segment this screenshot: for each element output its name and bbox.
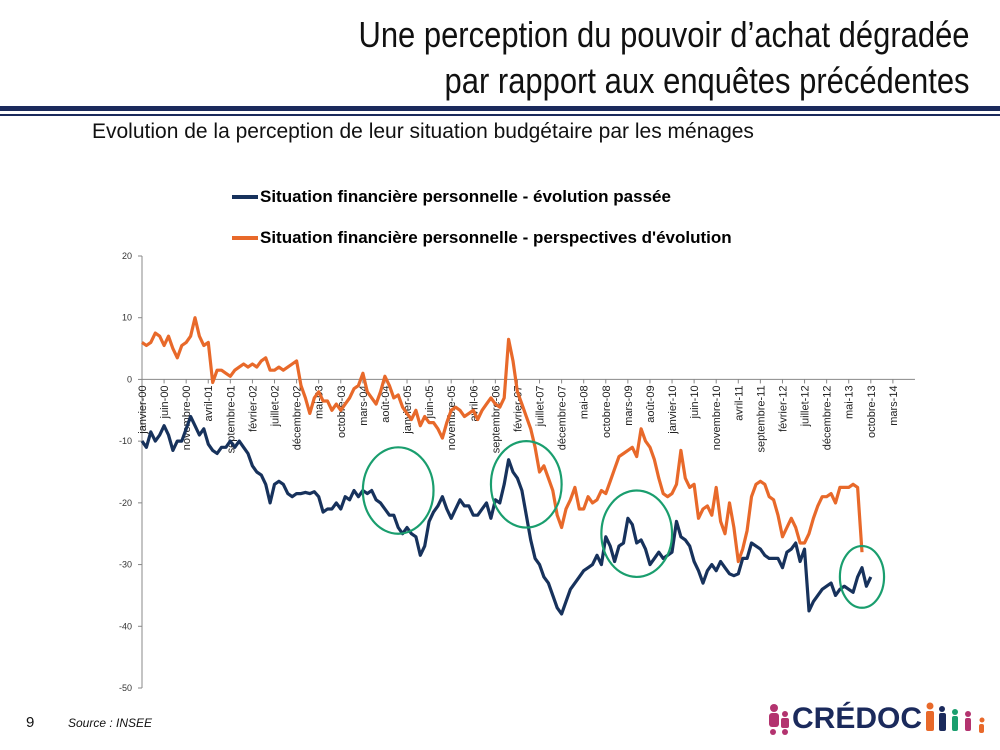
slide-subtitle: Evolution de la perception de leur situa… — [92, 120, 754, 143]
x-tick-label: juin-10 — [689, 385, 701, 419]
series-line-past — [140, 414, 873, 616]
x-tick-label: juillet-07 — [535, 385, 547, 427]
x-tick-label: novembre-10 — [711, 385, 723, 450]
x-tick-label: mars-09 — [623, 385, 635, 425]
x-tick-label: juillet-12 — [800, 385, 812, 427]
x-tick-label: mars-04 — [358, 385, 370, 425]
x-tick-label: décembre-02 — [292, 385, 304, 450]
x-tick-label: janvier-05 — [402, 385, 414, 434]
y-tick-label: -40 — [119, 621, 132, 631]
legend-label-past: Situation financière personnelle - évolu… — [260, 187, 671, 206]
x-tick-label: mai-13 — [844, 385, 856, 419]
y-tick-label: -50 — [119, 683, 132, 693]
page-number: 9 — [26, 714, 35, 731]
x-tick-label: octobre-13 — [866, 385, 878, 438]
x-tick-label: janvier-00 — [137, 385, 149, 434]
highlight-circle-3 — [600, 489, 674, 579]
legend-swatch-outlook — [232, 236, 258, 240]
y-tick-label: 0 — [127, 374, 132, 384]
x-tick-label: avril-11 — [733, 385, 745, 420]
family-icon-right — [926, 702, 985, 733]
x-tick-label: septembre-11 — [755, 385, 767, 452]
x-tick-label: octobre-03 — [336, 385, 348, 438]
x-tick-label: novembre-05 — [446, 385, 458, 450]
highlight-circle-1 — [361, 446, 435, 535]
title-line-1: Une perception du pouvoir d’achat dégrad… — [358, 14, 970, 55]
title-line-2: par rapport aux enquêtes précédentes — [445, 60, 970, 101]
x-tick-label: août-04 — [380, 385, 392, 422]
y-tick-label: -20 — [119, 498, 132, 508]
legend-swatch-past — [232, 195, 258, 199]
y-tick-label: 10 — [122, 313, 132, 323]
family-icon-left — [769, 704, 789, 735]
x-tick-label: février-12 — [777, 385, 789, 431]
legend-label-outlook: Situation financière personnelle - persp… — [260, 228, 732, 247]
x-tick-label: septembre-01 — [225, 385, 237, 453]
highlight-circle-2 — [489, 440, 563, 529]
x-tick-label: septembre-06 — [490, 385, 502, 453]
legend-item-outlook: Situation financière personnelle - persp… — [232, 225, 732, 251]
credoc-logo: CRÉDOC — [766, 700, 992, 738]
series-line-outlook — [141, 316, 864, 564]
source-note: Source : INSEE — [68, 716, 153, 730]
chart-legend: Situation financière personnelle - évolu… — [232, 184, 732, 266]
y-tick-label: -10 — [119, 436, 132, 446]
x-tick-label: juin-00 — [159, 385, 171, 419]
x-tick-label: décembre-07 — [557, 385, 569, 450]
x-tick-label: août-09 — [645, 385, 657, 422]
title-rule-thick — [0, 106, 1000, 111]
slide-title: Une perception du pouvoir d’achat dégrad… — [359, 12, 970, 104]
x-tick-label: juillet-02 — [270, 385, 282, 427]
x-tick-label: décembre-12 — [822, 385, 834, 450]
legend-item-past: Situation financière personnelle - évolu… — [232, 184, 732, 210]
x-tick-label: avril-01 — [203, 385, 215, 421]
x-tick-label: février-02 — [247, 385, 259, 431]
x-tick-label: mars-14 — [888, 385, 900, 425]
x-tick-label: octobre-08 — [601, 385, 613, 438]
y-tick-label: -30 — [119, 560, 132, 570]
x-tick-label: mai-08 — [579, 385, 591, 419]
logo-text: CRÉDOC — [792, 702, 923, 735]
x-tick-label: janvier-10 — [667, 385, 679, 434]
x-tick-label: juin-05 — [424, 385, 436, 419]
x-tick-label: février-07 — [512, 385, 524, 431]
highlight-circle-4 — [838, 544, 886, 609]
title-rule-thin — [0, 114, 1000, 116]
y-tick-label: 20 — [122, 251, 132, 261]
line-chart: 20 10 0 -10 -20 -30 -40 -50 janvier-00 juin-00 nov… — [119, 251, 915, 693]
